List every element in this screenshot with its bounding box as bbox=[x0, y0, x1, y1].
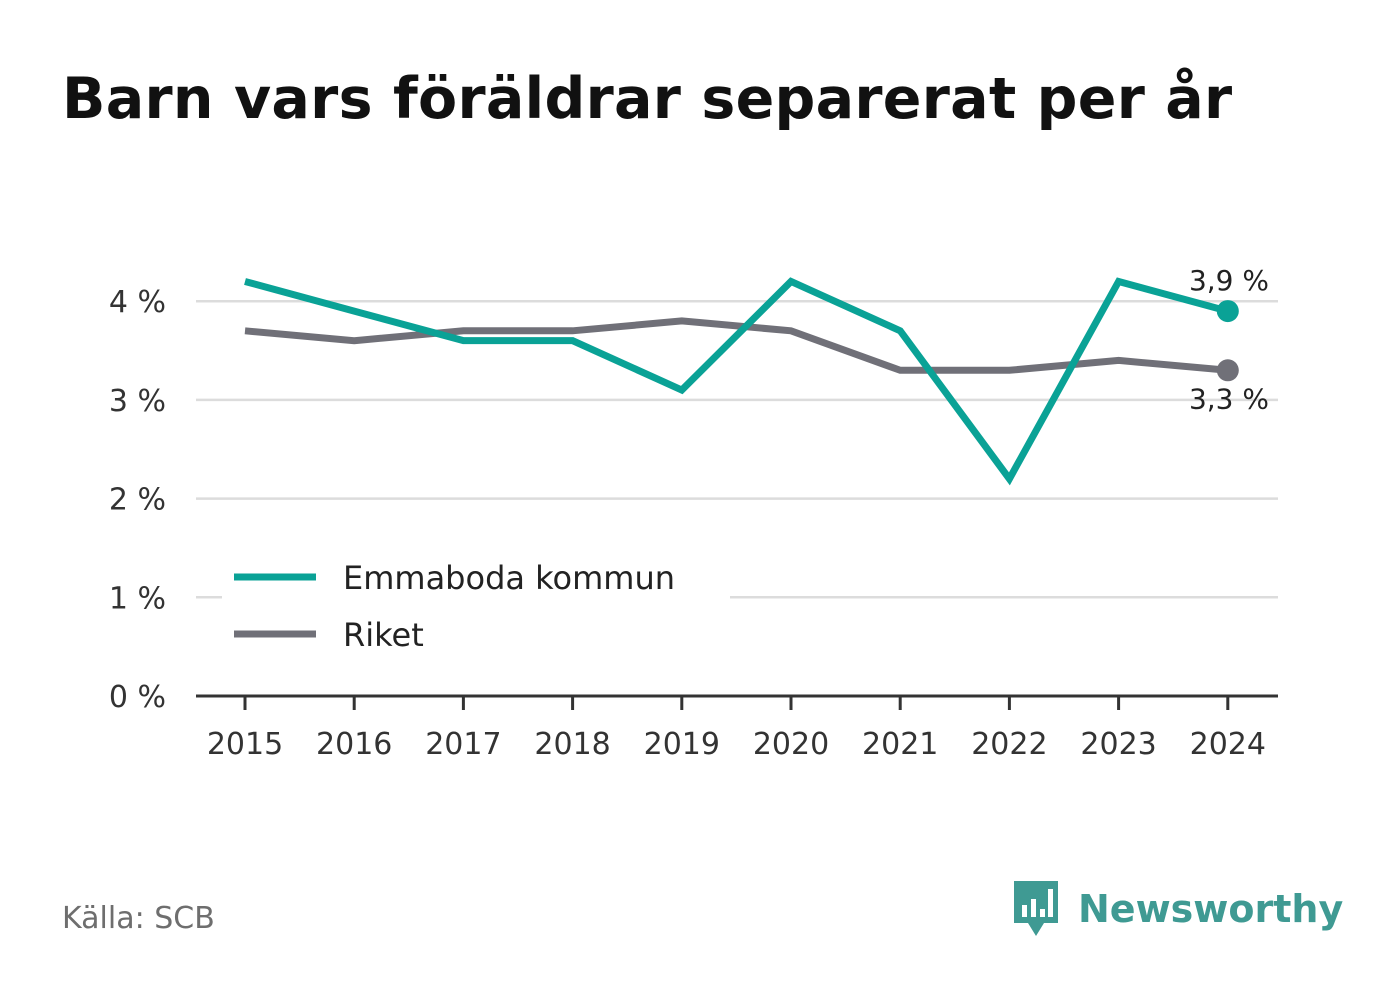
y-axis-labels: 0 % 1 % 2 % 3 % 4 % bbox=[109, 285, 166, 715]
y-tick-label: 0 % bbox=[109, 680, 166, 715]
end-labels: 3,9 % 3,3 % bbox=[1189, 264, 1269, 415]
x-tick-label: 2024 bbox=[1190, 727, 1266, 762]
brand-logo[interactable]: Newsworthy bbox=[1012, 879, 1343, 939]
legend-background bbox=[222, 550, 730, 665]
y-tick-label: 3 % bbox=[109, 384, 166, 419]
end-point-marker bbox=[1216, 359, 1239, 382]
legend-label: Emmaboda kommun bbox=[343, 559, 675, 597]
x-axis bbox=[196, 694, 1278, 710]
series-line bbox=[244, 277, 1229, 486]
end-value-label: 3,9 % bbox=[1189, 264, 1269, 297]
y-tick-label: 1 % bbox=[109, 581, 166, 616]
x-tick-label: 2022 bbox=[971, 727, 1047, 762]
legend-label: Riket bbox=[343, 616, 424, 654]
end-value-label: 3,3 % bbox=[1189, 382, 1269, 415]
x-tick-label: 2020 bbox=[753, 727, 829, 762]
series-lines bbox=[244, 277, 1229, 486]
newsworthy-logo-icon bbox=[1014, 881, 1058, 936]
end-point-marker bbox=[1216, 300, 1239, 323]
source-note: Källa: SCB bbox=[62, 901, 215, 936]
x-tick-label: 2018 bbox=[534, 727, 610, 762]
x-tick-label: 2021 bbox=[862, 727, 938, 762]
x-axis-labels: 2015 2016 2017 2018 2019 2020 2021 2022 2023 2024 bbox=[207, 727, 1266, 762]
x-tick-label: 2023 bbox=[1080, 727, 1156, 762]
legend: Emmaboda kommun Riket bbox=[222, 550, 730, 665]
brand-name: Newsworthy bbox=[1078, 887, 1344, 931]
x-tick-label: 2017 bbox=[425, 727, 501, 762]
y-tick-label: 4 % bbox=[109, 285, 166, 320]
series-line bbox=[244, 317, 1229, 374]
y-tick-label: 2 % bbox=[109, 483, 166, 518]
x-tick-label: 2016 bbox=[316, 727, 392, 762]
x-tick-label: 2015 bbox=[207, 727, 283, 762]
chart-title: Barn vars föräldrar separerat per år bbox=[62, 66, 1233, 132]
x-tick-label: 2019 bbox=[644, 727, 720, 762]
